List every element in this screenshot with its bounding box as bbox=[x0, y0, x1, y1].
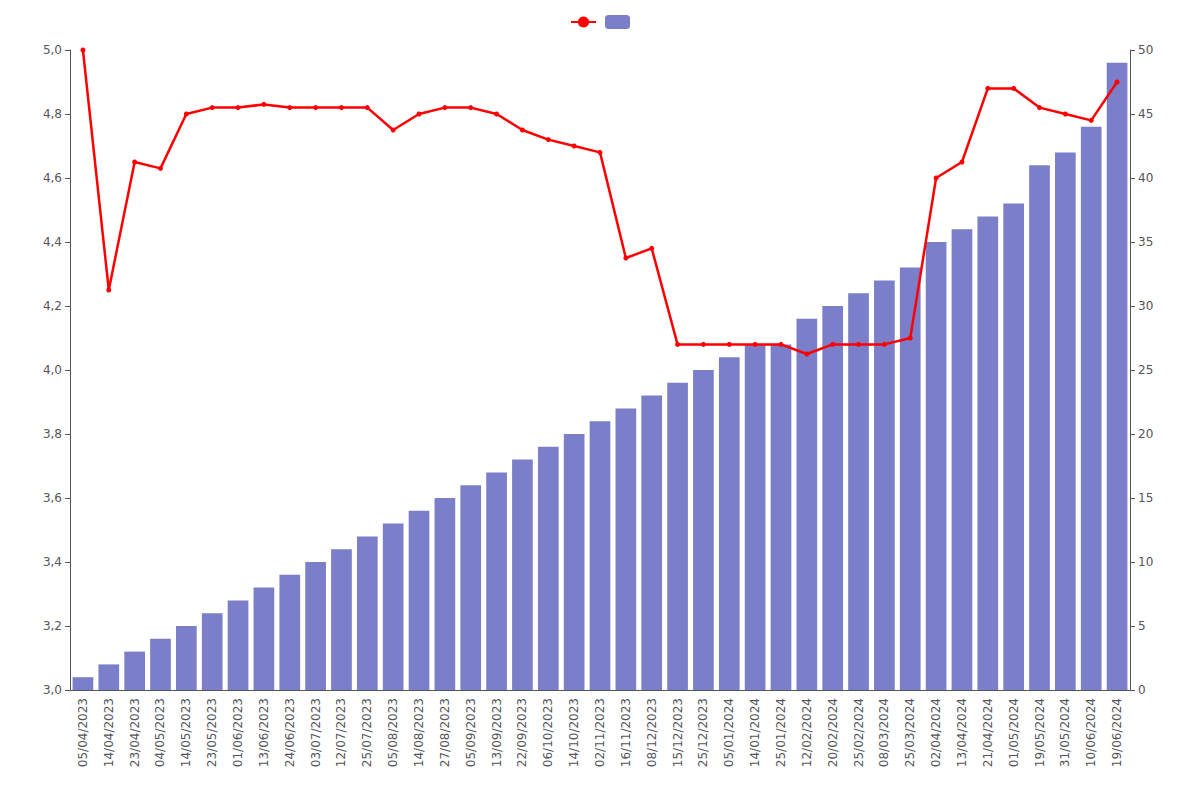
svg-text:4,8: 4,8 bbox=[43, 107, 62, 121]
svg-text:25/12/2023: 25/12/2023 bbox=[696, 698, 710, 767]
svg-text:02/11/2023: 02/11/2023 bbox=[593, 698, 607, 767]
svg-text:21/04/2024: 21/04/2024 bbox=[981, 698, 995, 767]
svg-text:15/12/2023: 15/12/2023 bbox=[671, 698, 685, 767]
svg-text:06/10/2023: 06/10/2023 bbox=[541, 698, 555, 767]
svg-text:14/01/2024: 14/01/2024 bbox=[748, 698, 762, 767]
svg-text:25/02/2024: 25/02/2024 bbox=[852, 698, 866, 767]
svg-text:02/04/2024: 02/04/2024 bbox=[929, 698, 943, 767]
svg-text:10: 10 bbox=[1138, 555, 1153, 569]
svg-text:3,4: 3,4 bbox=[43, 555, 62, 569]
svg-text:3,6: 3,6 bbox=[43, 491, 62, 505]
svg-text:01/06/2023: 01/06/2023 bbox=[231, 698, 245, 767]
svg-text:20: 20 bbox=[1138, 427, 1153, 441]
svg-text:08/03/2024: 08/03/2024 bbox=[877, 698, 891, 767]
svg-text:05/08/2023: 05/08/2023 bbox=[386, 698, 400, 767]
svg-text:50: 50 bbox=[1138, 43, 1153, 57]
svg-text:3,0: 3,0 bbox=[43, 683, 62, 697]
svg-text:30: 30 bbox=[1138, 299, 1153, 313]
svg-text:5,0: 5,0 bbox=[43, 43, 62, 57]
svg-text:14/05/2023: 14/05/2023 bbox=[179, 698, 193, 767]
svg-text:05/04/2023: 05/04/2023 bbox=[76, 698, 90, 767]
svg-text:45: 45 bbox=[1138, 107, 1153, 121]
svg-text:08/12/2023: 08/12/2023 bbox=[645, 698, 659, 767]
svg-text:12/07/2023: 12/07/2023 bbox=[334, 698, 348, 767]
svg-text:05/01/2024: 05/01/2024 bbox=[722, 698, 736, 767]
svg-text:31/05/2024: 31/05/2024 bbox=[1058, 698, 1072, 767]
svg-text:4,4: 4,4 bbox=[43, 235, 62, 249]
svg-text:16/11/2023: 16/11/2023 bbox=[619, 698, 633, 767]
svg-text:05/09/2023: 05/09/2023 bbox=[464, 698, 478, 767]
svg-text:23/04/2023: 23/04/2023 bbox=[128, 698, 142, 767]
svg-text:3,8: 3,8 bbox=[43, 427, 62, 441]
svg-text:40: 40 bbox=[1138, 171, 1153, 185]
svg-text:13/04/2024: 13/04/2024 bbox=[955, 698, 969, 767]
svg-text:22/09/2023: 22/09/2023 bbox=[515, 698, 529, 767]
svg-text:25/01/2024: 25/01/2024 bbox=[774, 698, 788, 767]
svg-text:13/06/2023: 13/06/2023 bbox=[257, 698, 271, 767]
svg-text:03/07/2023: 03/07/2023 bbox=[309, 698, 323, 767]
svg-text:27/08/2023: 27/08/2023 bbox=[438, 698, 452, 767]
svg-text:15: 15 bbox=[1138, 491, 1153, 505]
svg-text:12/02/2024: 12/02/2024 bbox=[800, 698, 814, 767]
svg-text:5: 5 bbox=[1138, 619, 1146, 633]
svg-text:13/09/2023: 13/09/2023 bbox=[490, 698, 504, 767]
svg-text:25: 25 bbox=[1138, 363, 1153, 377]
svg-text:3,2: 3,2 bbox=[43, 619, 62, 633]
svg-text:20/02/2024: 20/02/2024 bbox=[826, 698, 840, 767]
svg-text:25/07/2023: 25/07/2023 bbox=[360, 698, 374, 767]
svg-text:19/05/2024: 19/05/2024 bbox=[1033, 698, 1047, 767]
svg-text:14/10/2023: 14/10/2023 bbox=[567, 698, 581, 767]
svg-text:0: 0 bbox=[1138, 683, 1146, 697]
svg-text:4,2: 4,2 bbox=[43, 299, 62, 313]
svg-text:24/06/2023: 24/06/2023 bbox=[283, 698, 297, 767]
svg-text:35: 35 bbox=[1138, 235, 1153, 249]
svg-text:01/05/2024: 01/05/2024 bbox=[1007, 698, 1021, 767]
svg-text:4,0: 4,0 bbox=[43, 363, 62, 377]
svg-text:25/03/2024: 25/03/2024 bbox=[903, 698, 917, 767]
svg-text:23/05/2023: 23/05/2023 bbox=[205, 698, 219, 767]
svg-text:19/06/2024: 19/06/2024 bbox=[1110, 698, 1124, 767]
svg-text:14/08/2023: 14/08/2023 bbox=[412, 698, 426, 767]
svg-text:04/05/2023: 04/05/2023 bbox=[153, 698, 167, 767]
svg-text:4,6: 4,6 bbox=[43, 171, 62, 185]
svg-text:14/04/2023: 14/04/2023 bbox=[102, 698, 116, 767]
svg-text:10/06/2024: 10/06/2024 bbox=[1084, 698, 1098, 767]
